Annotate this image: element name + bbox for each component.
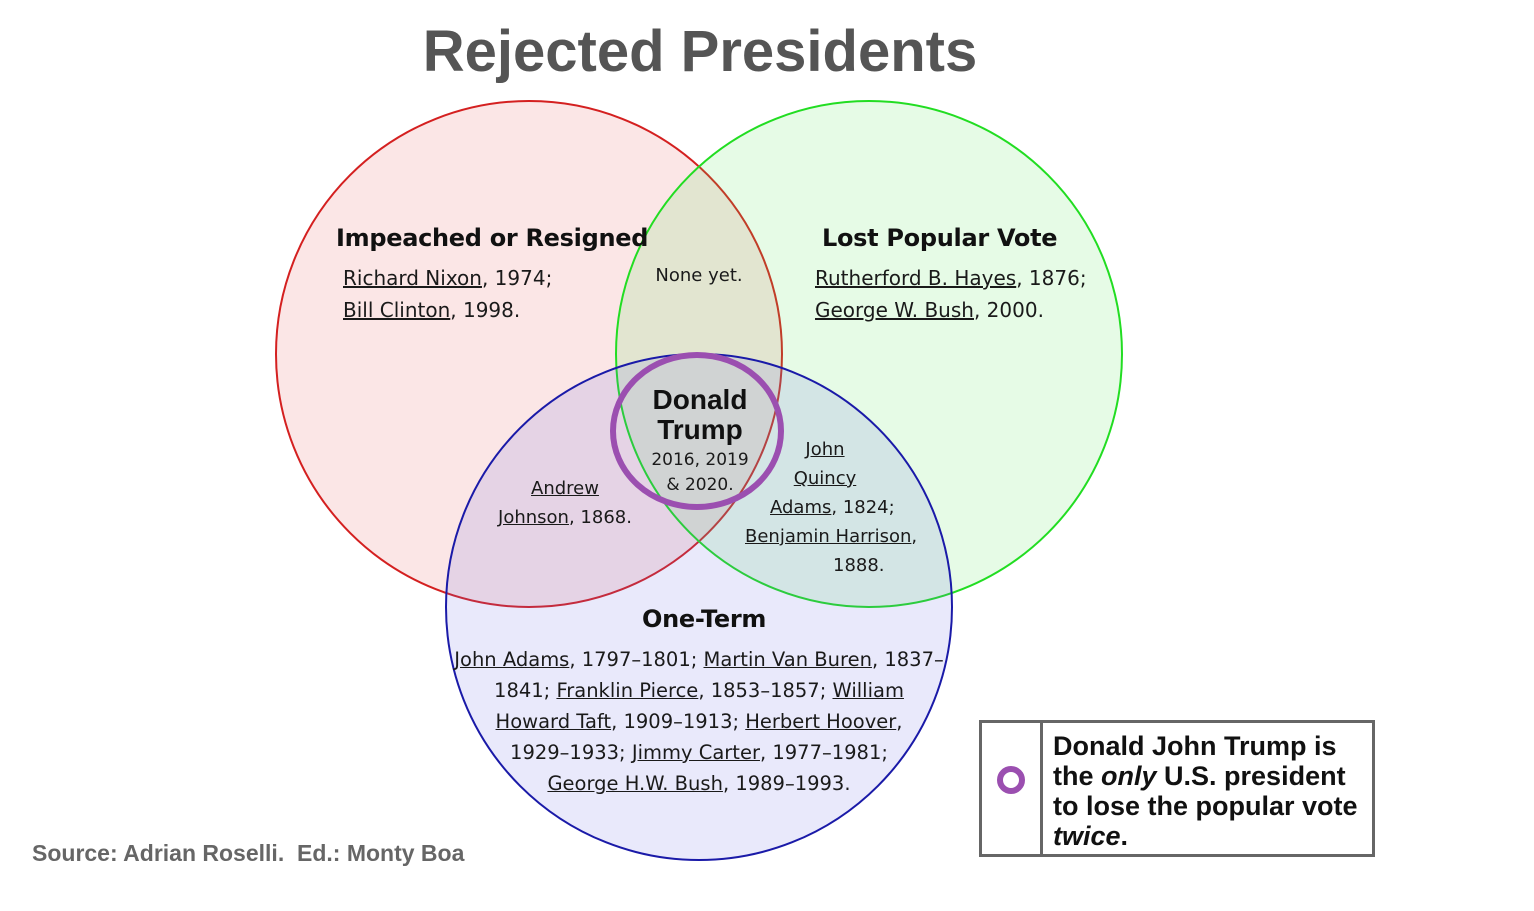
one-term-line: John Adams, 1797–1801; Martin Van Buren,… (454, 648, 944, 671)
one-term-line: George H.W. Bush, 1989–1993. (547, 772, 851, 795)
nixon-link[interactable]: Richard Nixon (343, 266, 482, 290)
van-buren-link[interactable]: Martin Van Buren (703, 648, 872, 671)
hw-bush-link[interactable]: George H.W. Bush (547, 772, 723, 795)
hayes-link[interactable]: Rutherford B. Hayes (815, 266, 1017, 290)
highlight-ring-icon (997, 766, 1025, 794)
hoover-link[interactable]: Herbert Hoover (745, 710, 897, 733)
one-term-line: Howard Taft, 1909–1913; Herbert Hoover, (495, 710, 903, 733)
legend-text: Donald John Trump is the only U.S. presi… (1053, 731, 1358, 851)
none-yet-label: None yet. (655, 265, 743, 286)
trump-years-line1: 2016, 2019 (651, 450, 749, 470)
taft-link-2[interactable]: Howard Taft (495, 710, 612, 733)
johnson-label: Andrew Johnson, 1868. (498, 478, 632, 528)
jqa-label: John Quincy Adams, 1824; (770, 439, 895, 518)
legend-box: Donald John Trump is the only U.S. presi… (979, 720, 1375, 857)
jqa-link-3[interactable]: Adams (770, 497, 832, 518)
andrew-johnson-link-1[interactable]: Andrew (531, 478, 599, 499)
legend-key-cell (982, 723, 1043, 854)
jqa-link-1[interactable]: John (805, 439, 845, 460)
clinton-link[interactable]: Bill Clinton (343, 298, 451, 322)
circle-popular-vote (615, 100, 1123, 608)
one-term-heading: One-Term (642, 605, 767, 633)
popular-vote-member: George W. Bush, 2000. (815, 298, 1044, 322)
bush-link[interactable]: George W. Bush (815, 298, 974, 322)
harrison-year: 1888. (833, 555, 885, 576)
harrison-label: Benjamin Harrison, (745, 526, 918, 547)
trump-years-line2: & 2020. (666, 475, 734, 495)
pierce-link[interactable]: Franklin Pierce (556, 679, 699, 702)
popular-vote-heading: Lost Popular Vote (822, 224, 1058, 252)
circle-impeached (275, 100, 783, 608)
trump-highlight-ring (610, 352, 784, 510)
one-term-list: John Adams, 1797–1801; Martin Van Buren,… (449, 644, 949, 799)
trump-name-line2: Trump (657, 414, 743, 445)
harrison-link[interactable]: Benjamin Harrison (745, 526, 912, 547)
taft-link-1[interactable]: William (832, 679, 904, 702)
andrew-johnson-link-2[interactable]: Johnson (498, 507, 569, 528)
trump-center: Donald Trump 2016, 2019 & 2020. (620, 385, 780, 498)
john-adams-link[interactable]: John Adams (454, 648, 570, 671)
one-term-line: 1841; Franklin Pierce, 1853–1857; Willia… (494, 679, 904, 702)
trump-name-line1: Donald (652, 384, 748, 415)
impeached-heading: Impeached or Resigned (336, 224, 649, 252)
one-term-line: 1929–1933; Jimmy Carter, 1977–1981; (510, 741, 888, 764)
carter-link[interactable]: Jimmy Carter (631, 741, 760, 764)
impeached-member: Richard Nixon, 1974; (343, 266, 553, 290)
page-title: Rejected Presidents (422, 19, 978, 84)
jqa-link-2[interactable]: Quincy (793, 468, 857, 489)
popular-vote-member: Rutherford B. Hayes, 1876; (815, 266, 1087, 290)
source-credit: Source: Adrian Roselli. Ed.: Monty Boa (32, 840, 465, 866)
impeached-member: Bill Clinton, 1998. (343, 298, 521, 322)
